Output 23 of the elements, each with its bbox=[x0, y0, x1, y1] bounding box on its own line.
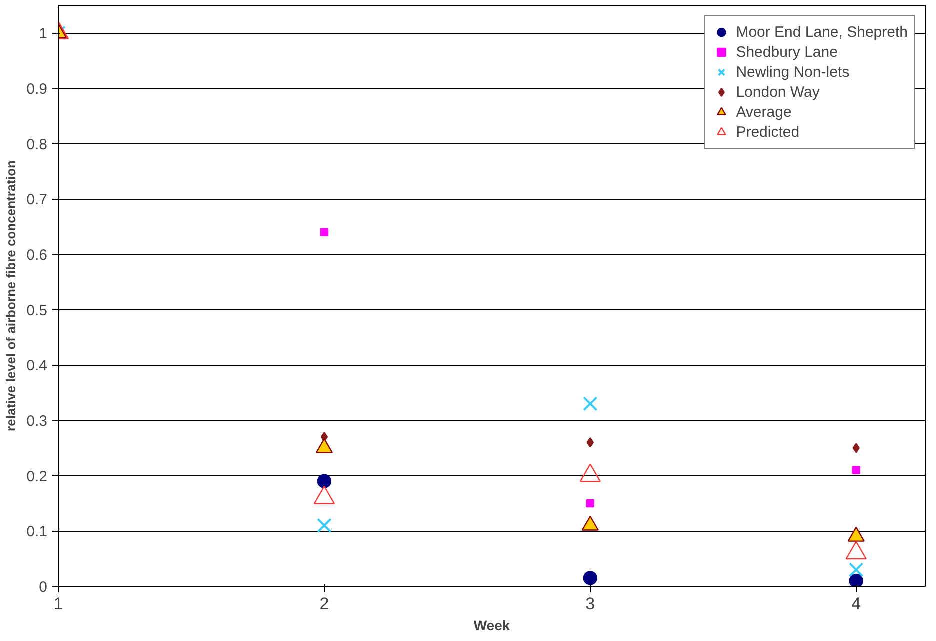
y-tick-label: 1 bbox=[39, 26, 48, 43]
legend-label: Shedbury Lane bbox=[736, 44, 838, 60]
y-tick-label: 0.9 bbox=[26, 81, 48, 98]
y-tick-label: 0.5 bbox=[26, 302, 48, 320]
legend-label: Average bbox=[736, 104, 792, 120]
y-tick-label: 0.6 bbox=[26, 247, 48, 264]
y-tick-label: 0.3 bbox=[26, 413, 48, 430]
y-tick-label: 0 bbox=[39, 579, 48, 596]
y-tick-label: 0.2 bbox=[26, 468, 48, 486]
legend-label: Newling Non-lets bbox=[736, 64, 850, 80]
y-axis-title: relative level of airborne fibre concentration bbox=[4, 160, 19, 432]
legend-label: London Way bbox=[736, 84, 820, 100]
y-tick-label: 0.1 bbox=[26, 524, 48, 541]
x-axis-title: Week bbox=[474, 618, 510, 634]
y-tick-label: 0.7 bbox=[26, 192, 48, 209]
legend-label: Predicted bbox=[736, 124, 800, 140]
x-tick-label: 2 bbox=[320, 594, 330, 614]
y-tick-label: 0.8 bbox=[26, 136, 48, 154]
legend-label: Moor End Lane, Shepreth bbox=[736, 24, 908, 40]
x-tick-label: 4 bbox=[852, 594, 862, 614]
y-tick-label: 0.4 bbox=[26, 358, 48, 375]
x-tick-label: 1 bbox=[54, 594, 64, 614]
x-tick-label: 3 bbox=[586, 594, 596, 614]
